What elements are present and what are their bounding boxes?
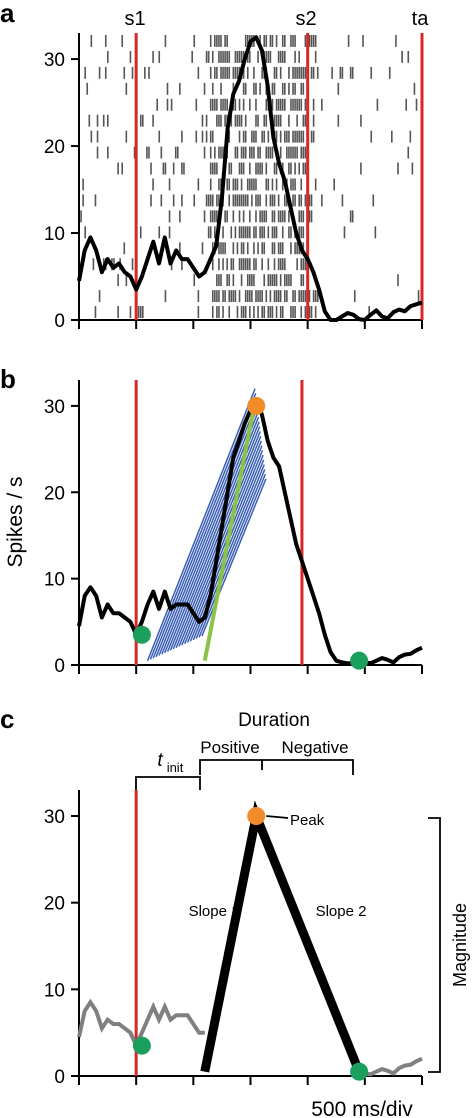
y-tick-label: 30	[44, 807, 65, 828]
event-label-s1: s1	[124, 8, 145, 30]
t-init-label: t	[157, 750, 163, 771]
magnitude-label: Magnitude	[450, 903, 470, 987]
duration-bracket	[199, 759, 354, 775]
positive-label: Positive	[200, 738, 260, 757]
triangle-fit	[200, 800, 364, 1074]
fit-fan-line	[146, 388, 256, 661]
rate-curve-a	[77, 35, 423, 322]
y-tick-label: 0	[54, 656, 65, 677]
y-tick-label: 20	[44, 894, 65, 915]
fit-fan-line	[181, 445, 263, 646]
y-tick-label: 30	[44, 50, 65, 71]
scale-label: 500 ms/div	[311, 1098, 413, 1118]
y-tick-label: 0	[54, 1067, 65, 1088]
fit-fan-line	[155, 402, 258, 658]
fit-fan-line	[184, 450, 264, 645]
slope2-label: Slope 2	[316, 903, 367, 920]
event-lines-a	[134, 33, 424, 320]
offset-marker-c	[350, 1062, 369, 1081]
magnitude-bracket	[428, 817, 441, 1073]
fit-fan-line	[161, 412, 259, 655]
rate-curve-b	[77, 399, 423, 666]
panel-b: b Spikes / s 0 10 20 30	[0, 364, 423, 677]
peak-leader-line	[266, 815, 289, 819]
y-tick-label: 10	[44, 224, 65, 245]
panel-label-a: a	[0, 0, 15, 28]
fit-fan-line	[201, 478, 267, 637]
fit-fan-line	[198, 473, 267, 638]
event-label-ta: ta	[412, 8, 430, 30]
t-init-bracket	[135, 776, 201, 790]
onset-marker-c	[132, 1036, 151, 1055]
best-fit-line	[202, 401, 258, 662]
panel-c: c Duration Positive Negative t init 0 10 2…	[0, 704, 470, 1118]
panel-label-c: c	[0, 704, 14, 734]
y-tick-label: 30	[44, 397, 65, 418]
event-label-s2: s2	[295, 8, 316, 30]
duration-label: Duration	[238, 710, 310, 731]
slope1-label: Slope 1	[189, 903, 240, 920]
y-tick-label: 0	[54, 311, 65, 332]
y-tick-label: 20	[44, 137, 65, 158]
peak-label: Peak	[290, 812, 325, 829]
y-axis-label-b: Spikes / s	[4, 476, 27, 567]
fit-fan-line	[158, 407, 259, 656]
fit-fan-line	[172, 431, 261, 650]
y-tick-label: 10	[44, 980, 65, 1001]
event-lines-b	[134, 380, 304, 665]
y-tick-label: 10	[44, 570, 65, 591]
y-tick-label: 20	[44, 483, 65, 504]
offset-marker-b	[350, 651, 369, 670]
peak-marker-c	[247, 807, 266, 825]
negative-label: Negative	[281, 738, 348, 757]
smoothed-rate-tail	[358, 1056, 423, 1077]
panel-label-b: b	[0, 364, 16, 394]
onset-marker-b	[132, 625, 151, 644]
peak-marker-b	[247, 396, 266, 415]
panel-a: a s1 s2 ta 0 10 20 30	[0, 0, 429, 332]
t-init-subscript: init	[167, 760, 184, 775]
smoothed-rate-gray	[77, 998, 205, 1051]
